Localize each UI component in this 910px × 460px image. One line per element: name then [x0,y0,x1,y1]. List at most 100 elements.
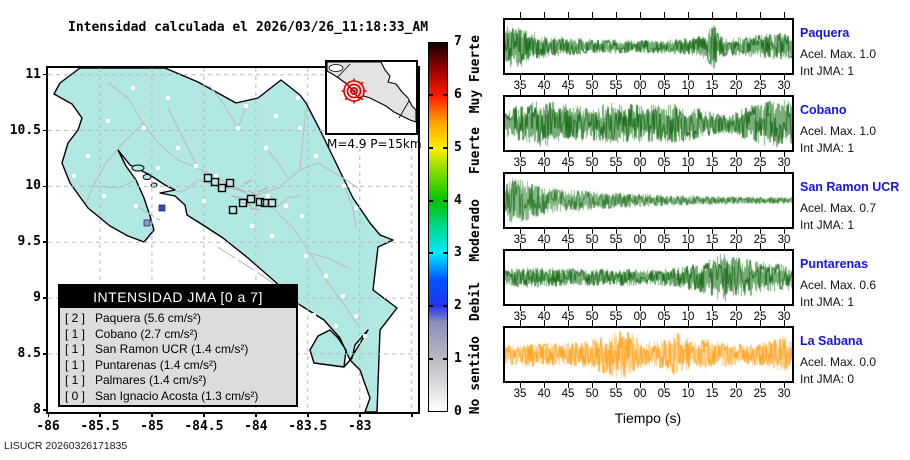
colorbar-tick [443,252,448,255]
y-axis-tick-label: 11 [25,66,41,82]
panel-bottom-tick [640,306,641,311]
panel-top-tick [520,89,521,95]
panel-top-tick [784,166,785,172]
station-name: Cobano [800,103,847,117]
panel-tick-label: 50 [585,80,599,92]
panel-bottom-tick [664,229,665,234]
panel-bottom-tick [520,75,521,80]
panel-bottom-tick [544,306,545,311]
panel-bottom-tick [760,75,761,80]
colorbar-tick [443,146,448,149]
panel-tick-label: 30 [777,388,791,400]
panel-bottom-tick [544,383,545,388]
panel-tick-label: 35 [513,80,527,92]
waveform-canvas [503,95,794,152]
panel-bottom-tick [712,75,713,80]
panel-top-tick [760,12,761,18]
y-axis-tick [43,129,48,132]
panel-top-tick [640,243,641,249]
panel-tick-label: 30 [777,157,791,169]
panel-tick-label: 00 [633,388,647,400]
x-axis-tick-label: -85.5 [80,419,120,434]
panel-tick-label: 50 [585,388,599,400]
panel-top-tick [520,243,521,249]
panel-tick-label: 40 [537,157,551,169]
waveform-canvas [503,18,794,75]
panel-top-tick [688,12,689,18]
panel-top-tick [712,12,713,18]
panel-top-tick [592,166,593,172]
panel-tick-label: 15 [705,157,719,169]
colorbar-tick [428,146,433,149]
waveform-canvas [503,172,794,229]
panel-top-tick [688,166,689,172]
panel-bottom-tick [568,75,569,80]
panel-top-tick [760,166,761,172]
panel-bottom-tick [592,229,593,234]
y-axis-tick [43,353,48,355]
panel-tick-label: 30 [777,311,791,323]
panel-bottom-tick [616,383,617,388]
panel-bottom-tick [736,229,737,234]
panel-top-tick [640,12,641,18]
colorbar-tick [443,358,448,361]
legend-item: [ 1 ] Cobano (2.7 cm/s²) [65,326,198,341]
seismogram-panel-la-sabana [503,326,794,383]
panel-bottom-tick [592,75,593,80]
panel-bottom-tick [664,306,665,311]
panel-tick-label: 05 [657,157,671,169]
panel-bottom-tick [568,383,569,388]
panel-tick-label: 10 [681,388,695,400]
colorbar-tick-label: 5 [454,139,462,155]
panel-top-tick [736,89,737,95]
x-axis-tick [47,412,49,417]
panel-bottom-tick [688,152,689,157]
panel-top-tick [664,243,665,249]
panel-bottom-tick [616,306,617,311]
panel-tick-label: 15 [705,234,719,246]
panel-top-tick [736,12,737,18]
colorbar-tick [443,93,448,96]
panel-bottom-tick [688,383,689,388]
landmass-costa-rica [53,68,398,412]
station-name: La Sabana [800,334,863,348]
panel-tick-label: 10 [681,234,695,246]
panel-bottom-tick [616,75,617,80]
y-axis-tick-label: 8.5 [17,345,41,361]
panel-bottom-tick [520,152,521,157]
panel-bottom-tick [736,75,737,80]
panel-top-tick [688,320,689,326]
panel-top-tick [664,320,665,326]
station-name: Puntarenas [800,257,869,271]
x-axis-tick [359,412,361,417]
map-title: Intensidad calculada el 2026/03/26_11:18… [68,20,429,35]
y-axis-tick [43,241,48,243]
colorbar-tick-label: 1 [454,351,462,367]
panel-tick-label: 30 [777,80,791,92]
colorbar-tick-label: 0 [454,404,462,419]
panel-tick-label: 45 [561,388,575,400]
colorbar-tick [428,252,433,255]
panel-tick-label: 35 [513,311,527,323]
panel-bottom-tick [688,229,689,234]
panel-tick-label: 25 [753,311,767,323]
panel-top-tick [760,320,761,326]
panel-top-tick [784,12,785,18]
panel-bottom-tick [760,383,761,388]
y-axis-tick [43,297,48,299]
generator-timestamp: LISUCR 20260326171835 [4,440,128,452]
panel-tick-label: 10 [681,80,695,92]
panel-bottom-tick [544,229,545,234]
x-axis-tick [99,412,101,417]
panel-tick-label: 50 [585,234,599,246]
panel-top-tick [544,12,545,18]
panel-tick-label: 00 [633,311,647,323]
colorbar-tick-label: 4 [454,192,462,208]
station-acel-max: Acel. Max. 0.7 [800,201,877,215]
panel-top-tick [592,243,593,249]
station-acel-max: Acel. Max. 1.0 [800,124,877,138]
y-axis-tick-label: 8 [33,401,41,417]
station-name: Paquera [800,26,850,40]
panel-top-tick [616,12,617,18]
panel-top-tick [616,166,617,172]
